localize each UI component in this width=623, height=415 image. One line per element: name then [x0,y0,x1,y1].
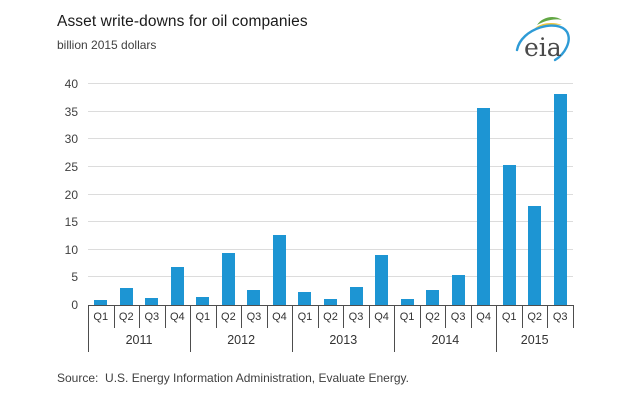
y-tick-label: 0 [71,298,78,312]
x-tick-label-quarter: Q2 [323,311,338,323]
eia-logo-swoosh [515,24,570,62]
gridline [88,83,573,84]
y-tick-label: 30 [64,132,78,147]
gridline [88,110,573,112]
bar-2015-Q2 [528,206,542,305]
gridline [88,276,573,278]
x-axis-tick [317,306,319,328]
x-axis-line [88,305,574,306]
x-tick-label-quarter: Q1 [501,311,517,323]
x-tick-label-quarter: Q4 [169,311,185,323]
x-axis-tick [496,306,498,352]
bar-2013-Q1 [298,292,312,305]
bar-2014-Q2 [426,289,440,305]
eia-logo: eia [515,17,570,62]
y-tick-label: 20 [64,187,78,202]
x-tick-label-quarter: Q4 [272,311,287,323]
x-axis-tick [164,306,166,328]
x-tick-label-quarter: Q1 [93,311,109,323]
bar-2015-Q1 [502,165,516,305]
eia-logo-text: eia [524,33,562,62]
x-axis-tick [343,306,345,328]
gridline [88,165,573,167]
bar-2011-Q1 [94,300,108,305]
bar-2012-Q3 [247,290,261,305]
x-tick-label-quarter: Q2 [221,311,236,323]
x-tick-label-year: 2012 [227,333,256,347]
y-tick-label: 40 [64,77,78,91]
x-tick-label-quarter: Q3 [552,311,568,323]
x-axis-tick [113,306,115,328]
x-axis-tick [470,306,472,328]
x-tick-label-quarter: Q3 [144,311,160,323]
y-tick-label: 25 [64,159,78,174]
x-axis-tick [573,306,574,328]
bar-2011-Q2 [119,288,133,305]
x-axis-tick [368,306,370,328]
x-tick-label-quarter: Q2 [425,311,440,323]
x-axis-tick [394,306,396,352]
x-tick-label-quarter: Q2 [527,311,543,323]
x-axis-tick [190,306,192,352]
gridline [88,248,573,250]
y-tick-label: 5 [71,270,78,285]
x-axis-tick [521,306,523,328]
gridline [88,193,573,195]
gridline [88,138,573,140]
x-tick-label-quarter: Q3 [246,311,262,323]
bar-2012-Q1 [196,297,210,305]
x-axis-tick [547,306,549,328]
bar-2011-Q3 [145,298,159,305]
plot-area [88,83,573,305]
x-axis-tick [139,306,141,328]
x-axis-tick [292,306,294,352]
x-axis: Q1 Q2 Q3 Q4 Q1 Q2 Q3 Q4 Q1 Q2 Q3 Q4 Q1 Q2 Q3 Q4 Q1 Q2 Q3 20… [88,0,574,415]
y-tick-label: 15 [64,215,78,230]
chart-title: Asset write-downs for oil companies [57,13,308,30]
bar-2013-Q3 [349,287,363,305]
x-tick-label-quarter: Q4 [476,311,491,323]
x-axis-tick [266,306,268,328]
bar-2013-Q4 [375,254,389,305]
x-tick-label-year: 2013 [329,333,358,347]
bar-2015-Q3 [553,93,567,305]
x-tick-label-quarter: Q1 [399,311,415,323]
x-axis-tick [88,306,89,352]
eia-logo-leaf-yellow [535,23,562,28]
x-tick-label-year: 2011 [125,333,153,347]
y-tick-label: 10 [64,242,78,257]
bar-2014-Q3 [451,274,465,305]
x-tick-label-year: 2015 [520,333,549,347]
x-axis-tick [419,306,421,328]
x-tick-label-quarter: Q3 [450,311,466,323]
x-tick-label-quarter: Q1 [195,311,211,323]
bar-2011-Q4 [170,267,184,305]
x-axis-tick [445,306,447,328]
bar-2014-Q4 [477,107,491,305]
x-tick-label-quarter: Q3 [348,311,364,323]
eia-logo-leaf-green [537,17,562,25]
x-tick-label-quarter: Q2 [118,311,134,323]
bar-2012-Q4 [272,235,286,305]
x-tick-label-year: 2014 [431,333,460,347]
bar-2012-Q2 [221,253,235,305]
y-tick-label: 35 [64,104,78,119]
x-axis-tick [215,306,217,328]
source-note: Source: U.S. Energy Information Administ… [57,371,409,385]
x-tick-label-quarter: Q4 [374,311,389,323]
chart-units-label: billion 2015 dollars [57,38,157,52]
x-axis-tick [241,306,243,328]
gridline [88,221,573,223]
bar-2013-Q2 [324,298,337,305]
x-tick-label-quarter: Q1 [297,311,313,323]
bar-2014-Q1 [400,298,414,305]
